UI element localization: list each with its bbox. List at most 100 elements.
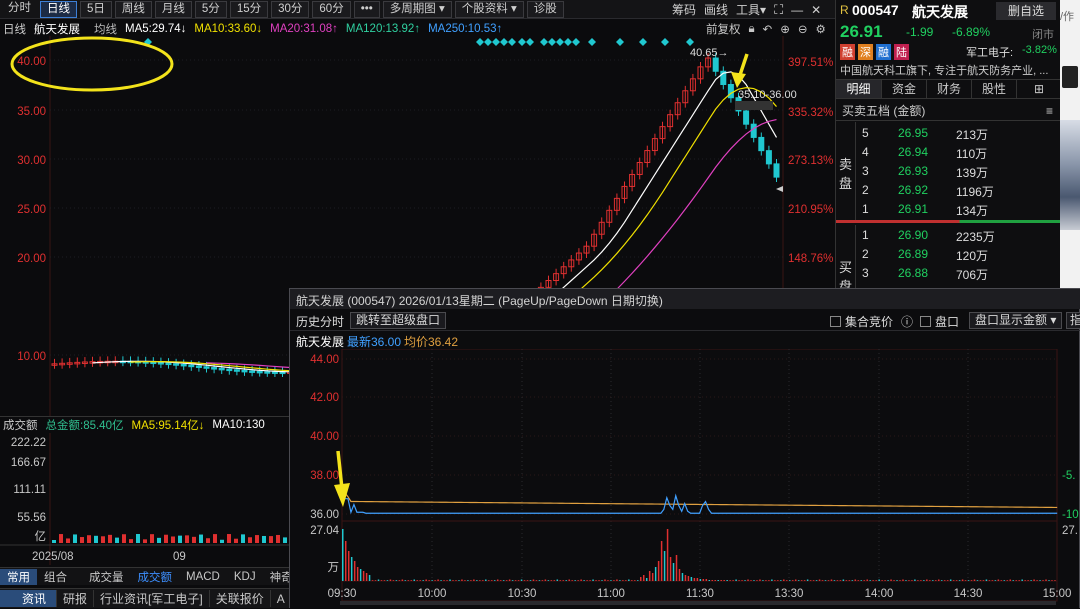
bid-row-3[interactable]: 3 26.88 706万 [836,264,1061,283]
intraday-volume-bar [476,580,478,581]
toolbar-item-7[interactable]: 30分 [271,0,310,18]
draw-button[interactable]: 画线 [704,3,729,17]
toolbar-item-5[interactable]: 5分 [194,0,227,18]
toolbar-item-11[interactable]: 个股资料 ▾ [454,0,524,18]
period-label: 日线 [3,23,26,36]
bottom-tab-news[interactable]: 资讯 [0,590,58,607]
popup-scrollbar[interactable] [340,601,1056,605]
tab-detail[interactable]: 明细 [836,80,881,98]
ma20-value: MA20:31.08↑ [270,22,338,35]
ask-row-3[interactable]: 3 26.93 139万 [836,162,1061,181]
more-button[interactable]: 指 [1066,312,1080,329]
intraday-volume-bar [794,579,797,581]
intraday-volume-bar [836,580,839,581]
ask-vol: 139万 [956,166,989,180]
ask-lvl: 2 [862,183,869,197]
toolbar-item-1[interactable]: 日线 [40,0,77,18]
intraday-volume-bar [473,579,475,581]
undo-icon[interactable]: ↶ [762,24,773,36]
tab-magic[interactable]: 神奇 [269,571,293,584]
remove-watchlist-button[interactable]: 删自选 [996,2,1056,20]
intraday-volume-bar [750,580,752,581]
tab-amount[interactable]: 成交额 [137,571,173,584]
tools-menu[interactable]: 工具▾ [736,3,767,17]
intraday-volume-bar [812,580,815,581]
intraday-volume-bar [613,580,615,581]
candle [74,361,81,365]
intraday-volume-bar [902,579,904,581]
auction-checkbox[interactable]: 集合竞价 [830,313,893,330]
info-icon[interactable]: ⓘ [901,315,914,329]
lock-icon[interactable]: 🔒︎ [748,22,755,35]
toolbar-item-10[interactable]: 多周期图 ▾ [382,0,452,18]
toolbar-item-4[interactable]: 月线 [154,0,192,18]
settings-icon[interactable]: ⚙ [815,24,826,36]
intraday-volume-bar [1024,580,1026,581]
panel-checkbox[interactable]: 盘口 [920,313,959,330]
popup-stock-name: 航天发展 [296,335,345,349]
toolbar-item-12[interactable]: 诊股 [526,0,564,18]
tab-character[interactable]: 股性 [971,80,1016,98]
intraday-volume-bar [988,580,991,581]
bid-row-2[interactable]: 2 26.89 120万 [836,245,1061,264]
toolbar-item-2[interactable]: 5日 [80,0,112,18]
intraday-volume-bar [380,580,383,581]
candle [613,197,620,211]
candle [727,84,734,99]
tab-common[interactable]: 常用 [0,568,37,585]
intraday-volume-bar [437,579,439,581]
toolbar-item-3[interactable]: 周线 [114,0,152,18]
intraday-volume-bar [526,580,529,581]
fullscreen-icon[interactable]: ⛶ [774,1,784,17]
ask-row-5[interactable]: 5 26.95 213万 [836,124,1061,143]
toolbar-item-8[interactable]: 60分 [312,0,351,18]
tab-macd[interactable]: MACD [186,570,220,583]
bottom-tab-research[interactable]: 研报 [57,590,95,607]
price-change: -1.99 [906,25,934,39]
zoom-in-icon[interactable]: ⊕ [780,24,790,36]
ask-row-1[interactable]: 1 26.91 134万 [836,200,1061,219]
intraday-volume-bar [842,579,845,581]
bottom-tab-related[interactable]: 关联报价 [210,590,271,607]
ask-row-4[interactable]: 4 26.94 110万 [836,143,1061,162]
company-desc[interactable]: 中国航天科工旗下, 专注于航天防务产业, ... [840,65,1049,77]
bottom-tab-industry[interactable]: 行业资讯[军工电子] [94,590,210,607]
tab-kdj[interactable]: KDJ [233,570,256,583]
candle [773,163,780,178]
toolbar-item-9[interactable]: ••• [353,0,380,18]
tab-funds[interactable]: 资金 [881,80,926,98]
menu-icon[interactable]: ≡ [1045,104,1053,118]
iy-r-10: -10 [1062,509,1079,521]
intraday-chart[interactable]: 44.00 42.00 40.00 38.00 36.00 -5. -10 27… [290,349,1080,609]
zoom-out-icon[interactable]: ⊖ [797,24,808,36]
ma-mode[interactable]: 均线 [94,23,117,36]
ask-row-2[interactable]: 2 26.92 1196万 [836,181,1061,200]
minimize-icon[interactable]: — [791,2,804,17]
volume-bar [73,534,77,543]
close-icon[interactable]: ✕ [811,2,822,17]
tab-finance[interactable]: 财务 [926,80,971,98]
tab-combo[interactable]: 组合 [44,571,67,584]
intraday-volume-bar [592,579,594,581]
toolbar-item-6[interactable]: 15分 [229,0,269,18]
intraday-volume-bar [595,580,597,581]
volume-title[interactable]: 成交额 [3,420,38,432]
chip-button[interactable]: 筹码 [672,3,697,17]
vol-y-2: 166.67 [11,457,46,469]
volume-bar [66,538,70,543]
bid-row-1[interactable]: 1 26.90 2235万 [836,226,1061,245]
sector-name[interactable]: 军工电子: [966,47,1014,59]
scroll-icon[interactable] [1062,66,1078,88]
volume-bar [248,537,252,543]
ma5-value: MA5:29.74↓ [125,22,187,35]
tab-volume[interactable]: 成交量 [89,571,124,584]
grid-icon[interactable]: ⊞ [1016,80,1061,98]
jump-super-button[interactable]: 跳转至超级盘口 [350,312,447,329]
vol-x-2: 09 [173,551,186,563]
amount-dropdown[interactable]: 盘口显示金额 ▾ [969,312,1063,329]
restore-mode[interactable]: 前复权 [706,24,741,36]
toolbar-item-0[interactable]: 分时 [8,1,31,14]
intraday-volume-bar [428,580,430,581]
ask-lvl: 4 [862,145,869,159]
candle [66,362,73,365]
